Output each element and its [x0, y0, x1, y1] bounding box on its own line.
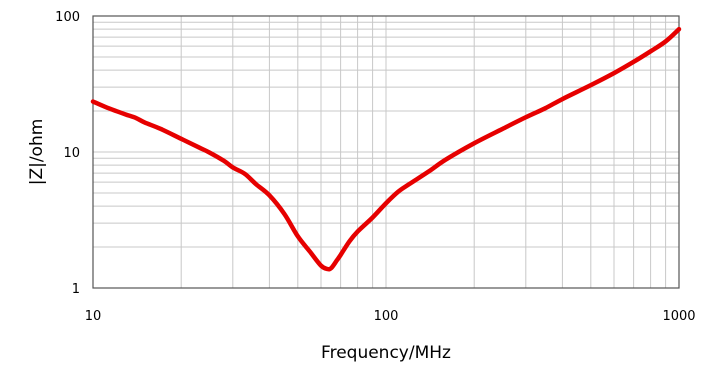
- plot-frame: [92, 15, 680, 289]
- x-tick-label: 1000: [662, 309, 695, 324]
- x-tick-label: 100: [374, 309, 399, 324]
- y-tick-label: 100: [55, 10, 80, 25]
- x-tick-label: 10: [85, 309, 102, 324]
- series-line: [90, 26, 682, 272]
- x-axis-title: Frequency/MHz: [321, 343, 451, 363]
- y-tick-label: 10: [63, 146, 80, 161]
- y-tick-label: 1: [72, 282, 80, 297]
- y-tick-labels: 1 10 100: [55, 10, 80, 297]
- x-tick-labels: 10 100 1000: [85, 309, 696, 324]
- y-axis-title: |Z|/ohm: [27, 119, 47, 186]
- grid: [93, 16, 679, 288]
